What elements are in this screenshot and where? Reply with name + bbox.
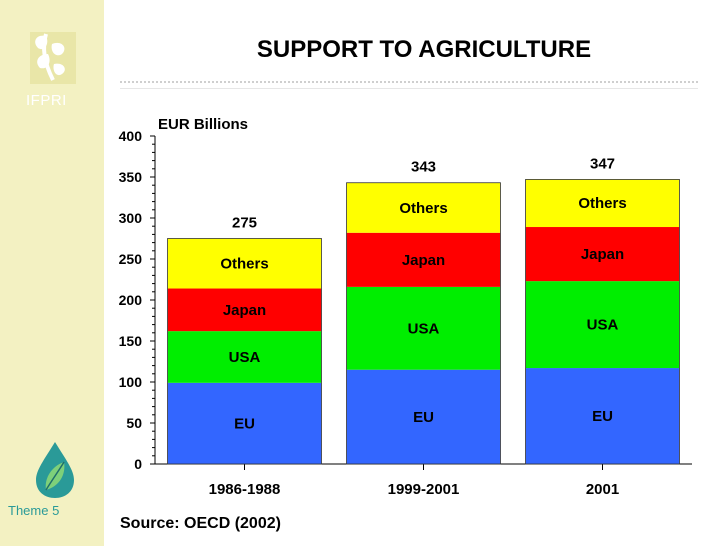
segment-label-usa: USA	[408, 320, 440, 337]
x-tick-label: 1999-2001	[388, 481, 460, 498]
bar-segment-others	[167, 238, 322, 289]
bar-outline	[346, 182, 501, 465]
segment-label-japan: Japan	[223, 302, 266, 319]
bar-segment-usa	[525, 281, 680, 369]
bar-segment-japan	[525, 227, 680, 282]
bar-segment-eu	[167, 382, 322, 464]
title-divider-secondary	[120, 88, 698, 89]
chart-title: SUPPORT TO AGRICULTURE	[256, 36, 592, 63]
bar-total-label: 275	[232, 215, 257, 232]
segment-label-others: Others	[220, 256, 268, 273]
bar-outline	[525, 179, 680, 465]
x-tick-label: 1986-1988	[209, 481, 281, 498]
bar-segment-others	[346, 182, 501, 233]
ifpri-logo-icon	[22, 14, 84, 92]
x-tick-label: 2001	[586, 481, 619, 498]
title-divider	[120, 81, 698, 83]
y-tick-label: 0	[134, 456, 142, 472]
segment-label-eu: EU	[234, 415, 255, 432]
bar-total-label: 347	[590, 155, 615, 172]
segment-label-eu: EU	[413, 409, 434, 426]
segment-label-japan: Japan	[581, 246, 624, 263]
y-tick-label: 400	[119, 128, 143, 144]
ifpri-logo-text: IFPRI	[26, 92, 67, 109]
y-tick-label: 200	[119, 292, 143, 308]
bar-segment-others	[525, 179, 680, 228]
theme-label: Theme 5	[8, 503, 60, 518]
source-note: Source: OECD (2002)	[120, 515, 281, 532]
bar-segment-eu	[525, 368, 680, 464]
y-tick-label: 100	[119, 374, 143, 390]
bar-total-label: 343	[411, 159, 436, 176]
bar-segment-usa	[346, 286, 501, 370]
y-tick-label: 350	[119, 169, 143, 185]
segment-label-usa: USA	[229, 349, 261, 366]
bar-outline	[167, 238, 322, 465]
segment-label-others: Others	[578, 195, 626, 212]
y-tick-label: 300	[119, 210, 143, 226]
y-tick-label: 150	[119, 333, 143, 349]
sidebar-panel: IFPRI Theme 5	[0, 0, 104, 546]
segment-label-usa: USA	[587, 317, 619, 334]
bar-segment-japan	[346, 232, 501, 287]
bar-segment-japan	[167, 288, 322, 332]
segment-label-others: Others	[399, 200, 447, 217]
segment-label-japan: Japan	[402, 252, 445, 269]
y-tick-label: 50	[126, 415, 142, 431]
y-axis-label: EUR Billions	[158, 116, 248, 133]
segment-label-eu: EU	[592, 408, 613, 425]
leaf-drop-icon	[34, 440, 76, 500]
y-tick-label: 250	[119, 251, 143, 267]
bar-segment-usa	[167, 331, 322, 383]
bar-segment-eu	[346, 369, 501, 464]
